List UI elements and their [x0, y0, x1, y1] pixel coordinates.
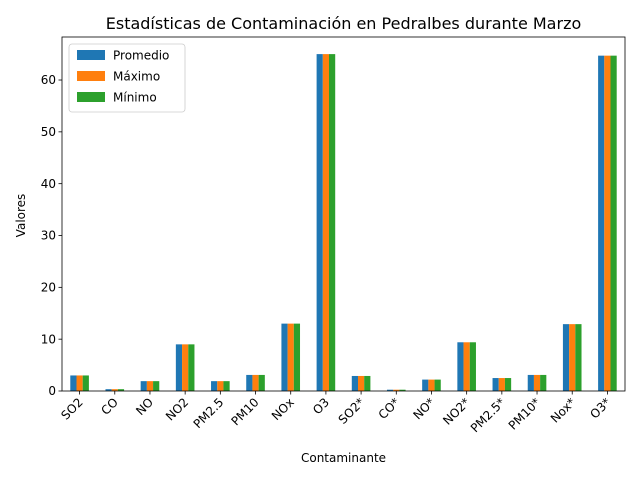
x-tick-label: CO*: [376, 395, 403, 422]
y-tick-label: 40: [41, 177, 56, 191]
bars-group: [70, 54, 617, 392]
x-tick-label: NO*: [410, 395, 437, 422]
bar: [492, 378, 499, 391]
x-tick-label: CO: [98, 395, 121, 418]
bar: [463, 342, 470, 391]
bar: [281, 323, 288, 391]
legend-label: Promedio: [113, 49, 169, 63]
legend: Promedio Máximo Mínimo: [68, 43, 186, 113]
bar: [111, 389, 118, 391]
bar: [153, 381, 160, 391]
bar: [117, 389, 125, 391]
bar: [258, 374, 265, 391]
bar: [140, 381, 147, 391]
bar: [351, 375, 358, 391]
bar: [533, 374, 541, 391]
bar: [422, 379, 429, 391]
y-tick-label: 50: [41, 125, 56, 139]
bar: [575, 324, 582, 391]
legend-swatch: [77, 92, 105, 102]
x-tick-label: NO: [133, 395, 156, 418]
x-tick-label: PM2.5*: [468, 395, 508, 435]
bar: [316, 54, 323, 392]
bar: [357, 375, 365, 391]
bar: [223, 381, 230, 391]
bar: [569, 324, 576, 391]
x-tick-label: O3: [310, 395, 332, 417]
bar: [105, 389, 112, 391]
y-tick-label: 20: [41, 281, 56, 295]
bar: [217, 381, 224, 391]
bar: [82, 375, 89, 391]
y-tick-label: 0: [48, 384, 56, 398]
x-tick-label: PM10: [229, 395, 262, 428]
y-tick-label: 10: [41, 332, 56, 346]
x-tick-label: PM2.5: [191, 395, 227, 431]
bar: [70, 375, 77, 391]
legend-swatch: [77, 71, 105, 81]
bar: [498, 378, 505, 391]
bar: [211, 381, 218, 391]
bar: [322, 54, 330, 392]
legend-label: Mínimo: [113, 91, 157, 105]
y-tick-label: 30: [41, 229, 56, 243]
bar: [146, 381, 154, 391]
x-tick-label: SO2*: [336, 395, 368, 427]
bar: [562, 324, 570, 391]
bar: [287, 323, 294, 391]
plot-frame: [61, 36, 626, 392]
bar: [76, 375, 83, 391]
bar: [504, 378, 512, 391]
bar: [469, 342, 476, 391]
bar: [604, 55, 611, 391]
x-tick-label: PM10*: [506, 395, 543, 432]
bar: [434, 379, 441, 391]
x-tick-label: NOx: [269, 395, 297, 423]
x-tick-label: O3*: [587, 395, 613, 421]
bar: [386, 389, 394, 391]
bar: [364, 375, 371, 391]
bar: [182, 344, 189, 391]
bar: [175, 344, 183, 391]
y-tick-label: 60: [41, 73, 56, 87]
chart-title: Estadísticas de Contaminación en Pedralb…: [106, 14, 582, 33]
bar: [610, 55, 617, 391]
bar: [246, 374, 253, 391]
legend-label: Máximo: [113, 70, 160, 84]
x-tick-label: NO2*: [440, 395, 473, 428]
bar: [527, 374, 534, 391]
legend-swatch: [77, 50, 105, 60]
bar: [399, 389, 406, 391]
y-axis-label: Valores: [14, 194, 28, 238]
bar: [252, 374, 259, 391]
bar: [598, 55, 605, 391]
bar: [428, 379, 435, 391]
bar: [393, 389, 400, 391]
bar: [329, 54, 336, 392]
x-tick-label: Nox*: [548, 395, 578, 425]
bar: [188, 344, 195, 391]
x-axis-label: Contaminante: [301, 451, 386, 465]
bar: [540, 374, 547, 391]
x-tick-label: SO2: [58, 395, 85, 422]
bar: [293, 323, 301, 391]
bar: [457, 342, 464, 391]
x-tick-label: NO2: [163, 395, 191, 423]
